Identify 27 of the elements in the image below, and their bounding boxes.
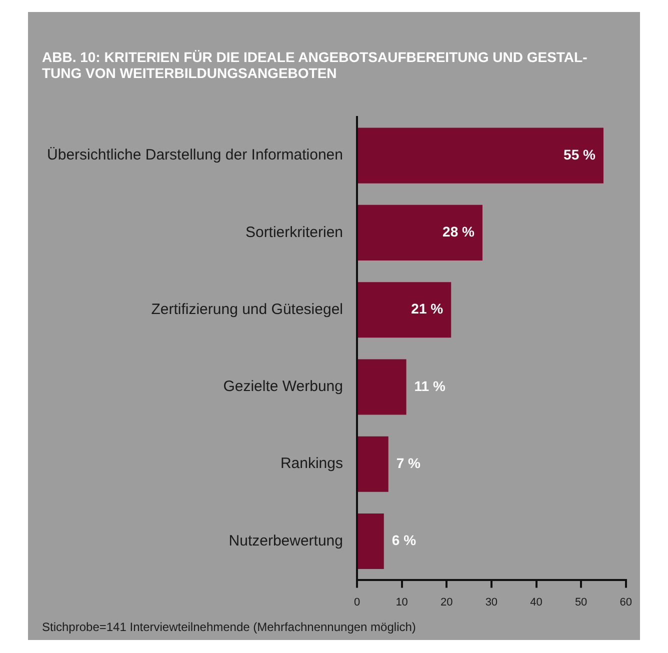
- y-tick-label: Nutzerbewertung: [228, 532, 343, 550]
- data-label: 11 %: [414, 378, 446, 394]
- x-tick-label: 50: [574, 596, 588, 608]
- bar: [358, 513, 384, 569]
- data-label: 21 %: [411, 300, 444, 317]
- data-label: 6 %: [392, 532, 417, 548]
- x-tick-label: 30: [485, 596, 498, 608]
- data-label: 55 %: [564, 146, 596, 162]
- y-tick-label: Übersichtliche Darstellung der Informationen: [47, 146, 343, 164]
- x-tick-label: 40: [530, 596, 542, 608]
- y-tick-label: Zertifizierung und Gütesiegel: [151, 300, 343, 318]
- data-label: 28 %: [442, 224, 476, 240]
- bar: [358, 436, 388, 492]
- y-tick-label: Sortierkriterien: [245, 224, 343, 241]
- bar: [358, 282, 452, 338]
- text: Stichprobe=141 Interviewteilnehmende (Mehrfachnennungen möglich): [42, 620, 416, 634]
- x-tick-label: 60: [620, 596, 632, 608]
- chart-title: ABB. 10: KRITERIEN FÜR DIE IDEALE ANGEBOTSAUFBEREITUNG UND GESTAL-TUNG VON WEITERBILDUNGSANGEBOTEN: [42, 49, 588, 81]
- data-label: 7 %: [396, 454, 422, 471]
- bar: [358, 359, 406, 415]
- bar: [358, 128, 604, 184]
- x-tick-label: 10: [396, 596, 408, 608]
- y-tick-label: Rankings: [280, 455, 343, 472]
- x-tick-label: 20: [440, 596, 453, 608]
- bar: [358, 204, 482, 260]
- y-tick-label: Gezielte Werbung: [223, 378, 343, 396]
- x-tick-label: 0: [354, 596, 360, 608]
